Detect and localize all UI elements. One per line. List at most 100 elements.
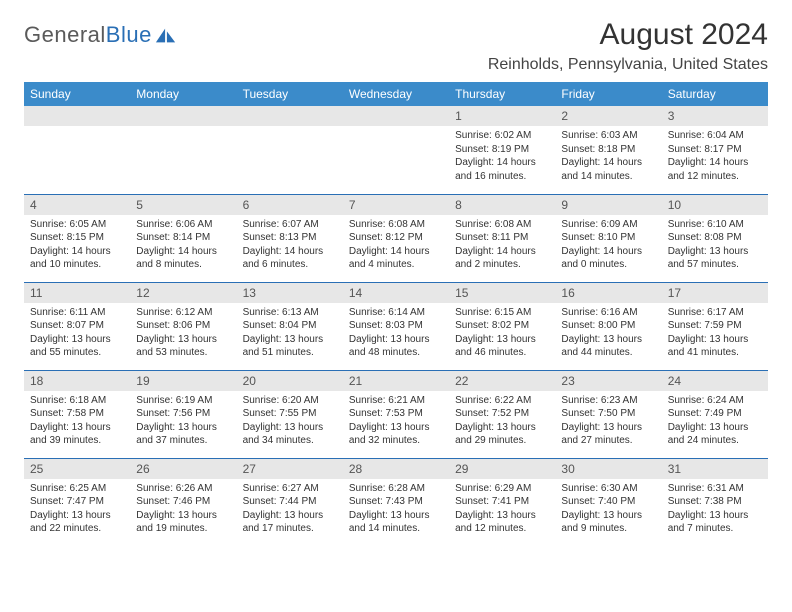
sunset-text: Sunset: 7:58 PM <box>30 407 124 421</box>
day-body: Sunrise: 6:22 AMSunset: 7:52 PMDaylight:… <box>449 391 555 452</box>
calendar-day-cell: 5Sunrise: 6:06 AMSunset: 8:14 PMDaylight… <box>130 194 236 282</box>
logo-word1: General <box>24 22 106 47</box>
calendar-page: GeneralBlue August 2024 Reinholds, Penns… <box>0 0 792 564</box>
day-body <box>130 126 236 133</box>
logo: GeneralBlue <box>24 22 177 48</box>
day-body: Sunrise: 6:08 AMSunset: 8:11 PMDaylight:… <box>449 215 555 276</box>
calendar-day-cell: 26Sunrise: 6:26 AMSunset: 7:46 PMDayligh… <box>130 458 236 546</box>
sunrise-text: Sunrise: 6:24 AM <box>668 394 762 408</box>
calendar-week-row: 11Sunrise: 6:11 AMSunset: 8:07 PMDayligh… <box>24 282 768 370</box>
month-title: August 2024 <box>488 18 768 52</box>
sunrise-text: Sunrise: 6:09 AM <box>561 218 655 232</box>
calendar-day-cell: 8Sunrise: 6:08 AMSunset: 8:11 PMDaylight… <box>449 194 555 282</box>
sunset-text: Sunset: 7:56 PM <box>136 407 230 421</box>
daylight-text: Daylight: 14 hours and 8 minutes. <box>136 245 230 272</box>
calendar-day-cell <box>343 106 449 194</box>
day-number: 15 <box>449 283 555 303</box>
day-number: 10 <box>662 195 768 215</box>
day-body: Sunrise: 6:25 AMSunset: 7:47 PMDaylight:… <box>24 479 130 540</box>
calendar-day-cell: 24Sunrise: 6:24 AMSunset: 7:49 PMDayligh… <box>662 370 768 458</box>
day-number: 3 <box>662 106 768 126</box>
calendar-day-cell: 11Sunrise: 6:11 AMSunset: 8:07 PMDayligh… <box>24 282 130 370</box>
day-body: Sunrise: 6:24 AMSunset: 7:49 PMDaylight:… <box>662 391 768 452</box>
sunset-text: Sunset: 7:53 PM <box>349 407 443 421</box>
calendar-day-cell: 4Sunrise: 6:05 AMSunset: 8:15 PMDaylight… <box>24 194 130 282</box>
day-number: 20 <box>237 371 343 391</box>
sunset-text: Sunset: 7:43 PM <box>349 495 443 509</box>
day-number: 30 <box>555 459 661 479</box>
weekday-friday: Friday <box>555 82 661 106</box>
sunset-text: Sunset: 8:07 PM <box>30 319 124 333</box>
day-body: Sunrise: 6:11 AMSunset: 8:07 PMDaylight:… <box>24 303 130 364</box>
daylight-text: Daylight: 14 hours and 0 minutes. <box>561 245 655 272</box>
day-number: 19 <box>130 371 236 391</box>
calendar-week-row: 1Sunrise: 6:02 AMSunset: 8:19 PMDaylight… <box>24 106 768 194</box>
day-number: 8 <box>449 195 555 215</box>
day-number: 27 <box>237 459 343 479</box>
daylight-text: Daylight: 13 hours and 44 minutes. <box>561 333 655 360</box>
day-body: Sunrise: 6:05 AMSunset: 8:15 PMDaylight:… <box>24 215 130 276</box>
sunrise-text: Sunrise: 6:18 AM <box>30 394 124 408</box>
sunrise-text: Sunrise: 6:14 AM <box>349 306 443 320</box>
sunset-text: Sunset: 8:12 PM <box>349 231 443 245</box>
calendar-day-cell: 28Sunrise: 6:28 AMSunset: 7:43 PMDayligh… <box>343 458 449 546</box>
calendar-day-cell: 30Sunrise: 6:30 AMSunset: 7:40 PMDayligh… <box>555 458 661 546</box>
sunset-text: Sunset: 7:52 PM <box>455 407 549 421</box>
calendar-day-cell: 14Sunrise: 6:14 AMSunset: 8:03 PMDayligh… <box>343 282 449 370</box>
sunrise-text: Sunrise: 6:26 AM <box>136 482 230 496</box>
sunset-text: Sunset: 7:55 PM <box>243 407 337 421</box>
day-number: 7 <box>343 195 449 215</box>
day-number: 23 <box>555 371 661 391</box>
day-number: 11 <box>24 283 130 303</box>
sunset-text: Sunset: 8:04 PM <box>243 319 337 333</box>
sunset-text: Sunset: 8:19 PM <box>455 143 549 157</box>
daylight-text: Daylight: 13 hours and 39 minutes. <box>30 421 124 448</box>
sunrise-text: Sunrise: 6:04 AM <box>668 129 762 143</box>
day-number: 14 <box>343 283 449 303</box>
weekday-tuesday: Tuesday <box>237 82 343 106</box>
day-number: 29 <box>449 459 555 479</box>
daylight-text: Daylight: 13 hours and 27 minutes. <box>561 421 655 448</box>
day-body: Sunrise: 6:10 AMSunset: 8:08 PMDaylight:… <box>662 215 768 276</box>
sunset-text: Sunset: 7:47 PM <box>30 495 124 509</box>
day-body: Sunrise: 6:23 AMSunset: 7:50 PMDaylight:… <box>555 391 661 452</box>
daylight-text: Daylight: 13 hours and 7 minutes. <box>668 509 762 536</box>
daylight-text: Daylight: 13 hours and 14 minutes. <box>349 509 443 536</box>
day-number: 5 <box>130 195 236 215</box>
calendar-table: Sunday Monday Tuesday Wednesday Thursday… <box>24 82 768 546</box>
sunrise-text: Sunrise: 6:15 AM <box>455 306 549 320</box>
calendar-day-cell: 9Sunrise: 6:09 AMSunset: 8:10 PMDaylight… <box>555 194 661 282</box>
weekday-saturday: Saturday <box>662 82 768 106</box>
sunrise-text: Sunrise: 6:22 AM <box>455 394 549 408</box>
day-body: Sunrise: 6:17 AMSunset: 7:59 PMDaylight:… <box>662 303 768 364</box>
day-number: 9 <box>555 195 661 215</box>
day-body: Sunrise: 6:28 AMSunset: 7:43 PMDaylight:… <box>343 479 449 540</box>
day-number: 31 <box>662 459 768 479</box>
day-number: 13 <box>237 283 343 303</box>
sunset-text: Sunset: 8:14 PM <box>136 231 230 245</box>
calendar-day-cell: 29Sunrise: 6:29 AMSunset: 7:41 PMDayligh… <box>449 458 555 546</box>
calendar-day-cell: 7 Sunrise: 6:08 AMSunset: 8:12 PMDaylight… <box>343 194 449 282</box>
sunset-text: Sunset: 7:49 PM <box>668 407 762 421</box>
day-body: Sunrise: 6:18 AMSunset: 7:58 PMDaylight:… <box>24 391 130 452</box>
sunrise-text: Sunrise: 6:08 AM <box>349 218 443 232</box>
daylight-text: Daylight: 13 hours and 12 minutes. <box>455 509 549 536</box>
weekday-wednesday: Wednesday <box>343 82 449 106</box>
header: GeneralBlue August 2024 Reinholds, Penns… <box>24 18 768 74</box>
daylight-text: Daylight: 13 hours and 53 minutes. <box>136 333 230 360</box>
day-body: Sunrise: 6:21 AMSunset: 7:53 PMDaylight:… <box>343 391 449 452</box>
calendar-day-cell: 2Sunrise: 6:03 AMSunset: 8:18 PMDaylight… <box>555 106 661 194</box>
day-body: Sunrise: 6:06 AMSunset: 8:14 PMDaylight:… <box>130 215 236 276</box>
day-body: Sunrise: 6:27 AMSunset: 7:44 PMDaylight:… <box>237 479 343 540</box>
daylight-text: Daylight: 13 hours and 48 minutes. <box>349 333 443 360</box>
day-number: 2 <box>555 106 661 126</box>
calendar-day-cell: 27Sunrise: 6:27 AMSunset: 7:44 PMDayligh… <box>237 458 343 546</box>
daylight-text: Daylight: 14 hours and 4 minutes. <box>349 245 443 272</box>
calendar-day-cell: 23Sunrise: 6:23 AMSunset: 7:50 PMDayligh… <box>555 370 661 458</box>
day-number <box>24 106 130 126</box>
calendar-day-cell: 1Sunrise: 6:02 AMSunset: 8:19 PMDaylight… <box>449 106 555 194</box>
sunrise-text: Sunrise: 6:31 AM <box>668 482 762 496</box>
day-body: Sunrise: 6:30 AMSunset: 7:40 PMDaylight:… <box>555 479 661 540</box>
day-number <box>237 106 343 126</box>
weekday-sunday: Sunday <box>24 82 130 106</box>
